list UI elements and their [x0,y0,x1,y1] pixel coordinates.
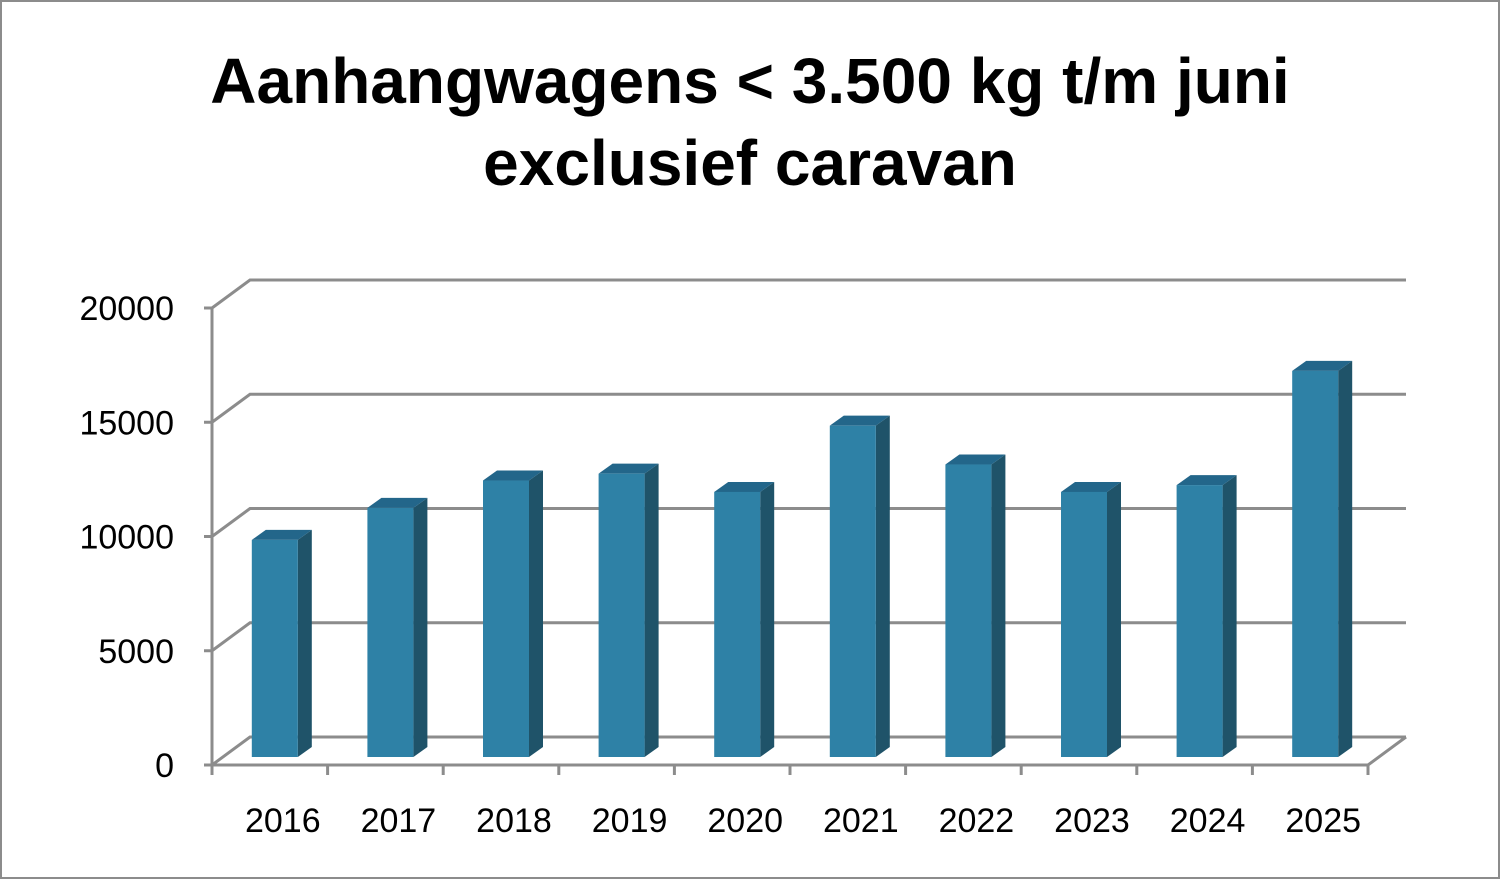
bars [251,360,1353,757]
bar-2022 [945,454,1006,757]
x-tick-label-2022: 2022 [939,802,1015,840]
bar-front-2025 [1292,370,1339,757]
bar-side-2023 [1107,481,1121,757]
bar-top-2016 [251,529,312,540]
bar-top-2020 [714,481,775,492]
bar-2023 [1061,481,1121,757]
y-tick-labels: 0 5000 10000 15000 20000 [79,290,174,785]
x-tick-label-2024: 2024 [1170,802,1246,840]
bar-side-2021 [875,415,890,757]
x-tick-label-2017: 2017 [361,802,437,840]
y-tick-label-3: 15000 [79,404,174,442]
bar-front-2020 [714,491,761,757]
gridlines [211,278,1406,767]
bar-top-2021 [829,415,890,426]
bar-2025 [1292,360,1353,757]
x-tick-label-2020: 2020 [707,802,783,840]
bar-side-2022 [991,454,1006,757]
bar-front-2019 [598,473,645,757]
bar-side-2025 [1338,360,1353,757]
bar-side-2018 [529,470,543,757]
chart-title-line-2: exclusief caravan [483,127,1017,199]
gridline-0 [211,735,1406,767]
bar-side-2016 [297,529,312,757]
bar-front-2022 [945,464,992,757]
x-tick-label-2018: 2018 [476,802,552,840]
y-tick-label-4: 20000 [79,290,174,328]
bar-top-2024 [1176,475,1237,486]
y-tick-label-1: 5000 [98,633,174,671]
bar-top-2019 [598,463,659,474]
bar-side-2019 [644,463,659,757]
y-tick-label-2: 10000 [79,519,174,557]
gridline-2 [211,507,1406,538]
bar-front-2023 [1061,491,1107,757]
x-tick-label-2019: 2019 [592,802,668,840]
bar-top-2025 [1292,360,1353,371]
y-tick-label-0: 0 [155,747,174,785]
bar-top-2022 [945,454,1006,465]
bar-2024 [1176,475,1237,757]
bar-side-2017 [413,497,428,757]
axes [204,306,1407,775]
bar-top-2023 [1061,481,1121,492]
x-tick-label-2023: 2023 [1054,802,1130,840]
bar-2016 [251,529,312,757]
bar-side-2024 [1222,475,1237,757]
gridline-3 [211,392,1406,424]
bar-side-2020 [760,481,775,757]
x-tick-label-2016: 2016 [245,802,321,840]
gridline-1 [211,621,1406,652]
bar-top-2018 [483,470,543,481]
bar-2018 [483,470,543,757]
x-tick-label-2025: 2025 [1285,802,1361,840]
bar-2021 [829,415,890,757]
bar-2017 [367,497,428,757]
bar-2019 [598,463,659,757]
x-tick-labels: 2016 2017 2018 2019 2020 2021 2022 2023 2024 2025 [245,802,1361,840]
x-tick-label-2021: 2021 [823,802,899,840]
gridline-4 [211,278,1406,310]
bar-front-2017 [367,507,414,757]
bar-2020 [714,481,775,757]
bar-front-2021 [829,425,876,757]
chart-title-line-1: Aanhangwagens < 3.500 kg t/m juni [210,45,1290,117]
bar-top-2017 [367,497,428,508]
bar-front-2024 [1176,485,1223,757]
bar-front-2016 [251,539,298,757]
bar-front-2018 [483,480,529,757]
chart-title: Aanhangwagens < 3.500 kg t/m juni exclus… [0,40,1500,204]
